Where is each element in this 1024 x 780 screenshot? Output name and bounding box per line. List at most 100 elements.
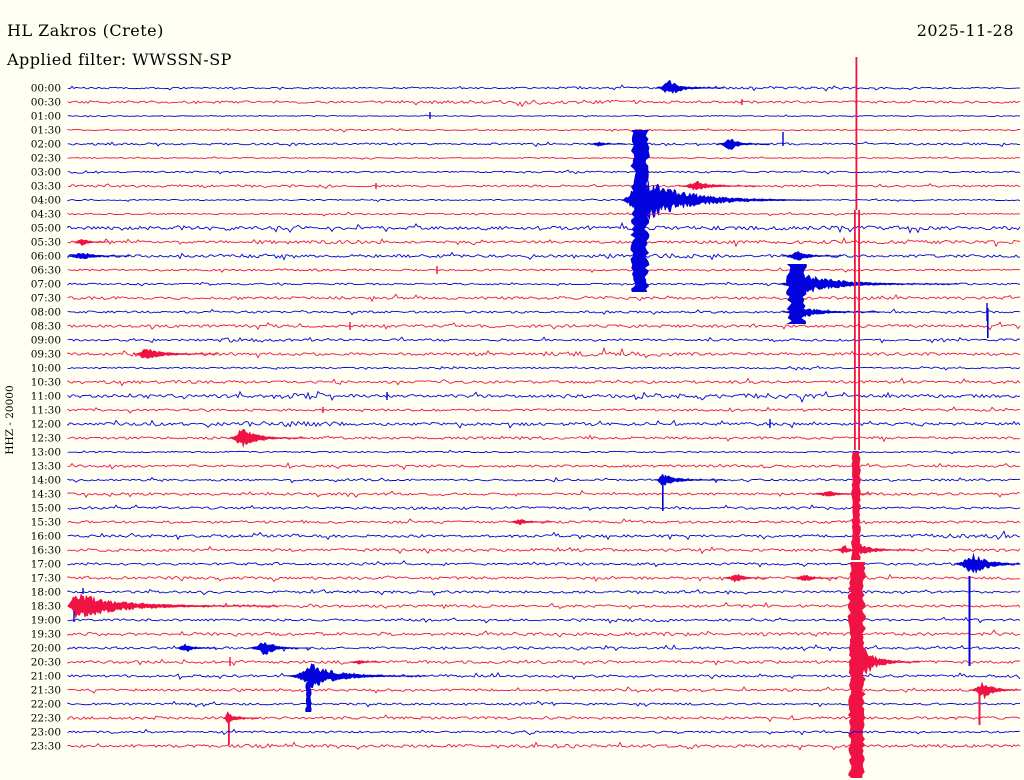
seismic-trace — [67, 84, 1021, 92]
seismic-trace — [67, 183, 1021, 190]
seismic-trace — [67, 267, 1021, 274]
trace-row-09:30: 09:30 — [31, 346, 1021, 361]
seismic-trace — [67, 530, 1021, 541]
time-label: 17:00 — [31, 559, 61, 571]
seismic-trace — [67, 141, 1021, 148]
event-burst — [620, 176, 821, 225]
trace-row-02:30: 02:30 — [31, 153, 1021, 165]
time-label: 02:00 — [31, 139, 61, 151]
trace-row-12:30: 12:30 — [31, 428, 1021, 448]
clipped-event-column — [630, 130, 650, 292]
trace-row-15:00: 15:00 — [31, 503, 1021, 515]
trace-row-13:00: 13:00 — [31, 447, 1020, 459]
clipped-event-column — [858, 210, 860, 450]
time-label: 19:30 — [31, 629, 61, 641]
seismic-trace — [67, 616, 1021, 624]
clipped-event-column — [786, 264, 807, 324]
seismic-trace — [67, 419, 1021, 429]
trace-row-05:30: 05:30 — [31, 236, 1021, 249]
seismic-trace — [67, 236, 1021, 248]
seismic-trace — [67, 251, 1021, 261]
event-burst — [228, 428, 306, 448]
time-label: 17:30 — [31, 573, 61, 585]
time-label: 11:00 — [31, 391, 61, 403]
y-axis-scale-label: HHZ - 20000 — [4, 385, 16, 454]
trace-row-03:30: 03:30 — [31, 181, 1021, 193]
event-burst — [654, 473, 726, 486]
station-title: HL Zakros (Crete) — [7, 21, 164, 40]
trace-row-16:00: 16:00 — [31, 530, 1021, 543]
clipped-event-column — [968, 576, 971, 666]
seismic-trace — [67, 434, 1021, 443]
time-label: 00:30 — [31, 97, 61, 109]
event-burst — [72, 239, 110, 247]
trace-row-01:00: 01:00 — [31, 111, 1020, 123]
seismic-trace — [67, 390, 1021, 403]
trace-row-14:30: 14:30 — [31, 489, 1021, 501]
time-label: 23:00 — [31, 727, 61, 739]
trace-row-19:00: 19:00 — [31, 611, 1021, 627]
clipped-event-column — [305, 682, 312, 712]
seismic-trace — [67, 406, 1020, 414]
event-burst — [67, 593, 278, 619]
event-burst — [349, 660, 382, 665]
event-burst — [588, 141, 626, 147]
time-label: 02:30 — [31, 153, 61, 165]
time-label: 18:30 — [31, 601, 61, 613]
trace-row-17:00: 17:00 — [31, 553, 1021, 575]
trace-row-20:30: 20:30 — [31, 647, 1021, 675]
seismic-trace — [67, 686, 1021, 694]
trace-row-18:00: 18:00 — [31, 587, 1021, 599]
event-burst — [133, 348, 218, 359]
event-burst — [247, 641, 311, 656]
event-burst — [287, 663, 429, 689]
event-burst — [223, 710, 260, 724]
seismic-trace — [67, 336, 1021, 344]
event-burst — [856, 543, 915, 555]
seismic-trace — [67, 504, 1021, 511]
time-label: 01:00 — [31, 111, 61, 123]
time-label: 04:00 — [31, 195, 61, 207]
time-label: 21:00 — [31, 671, 61, 683]
trace-row-09:00: 09:00 — [31, 335, 1021, 347]
event-burst — [655, 80, 724, 95]
trace-row-00:30: 00:30 — [31, 97, 1021, 109]
time-label: 16:00 — [31, 531, 61, 543]
seismic-trace — [67, 476, 1021, 484]
time-label: 13:30 — [31, 461, 61, 473]
seismic-trace — [67, 714, 1021, 723]
time-label: 04:30 — [31, 209, 61, 221]
time-label: 20:00 — [31, 643, 61, 655]
event-burst — [67, 252, 130, 260]
time-label: 07:00 — [31, 279, 61, 291]
seismic-trace — [67, 221, 1021, 234]
time-label: 18:00 — [31, 587, 61, 599]
clipped-event-column — [854, 210, 856, 450]
seismic-trace — [67, 560, 1021, 568]
trace-row-04:00: 04:00 — [31, 176, 1021, 225]
trace-row-17:30: 17:30 — [31, 573, 1020, 585]
seismic-trace — [67, 490, 1021, 498]
clipped-event-column — [662, 478, 664, 511]
trace-row-00:00: 00:00 — [31, 80, 1021, 95]
seismic-trace — [67, 377, 1021, 387]
seismic-trace — [67, 169, 1021, 175]
event-burst — [777, 272, 959, 297]
time-label: 08:30 — [31, 321, 61, 333]
clipped-event-column — [851, 452, 861, 560]
trace-row-10:30: 10:30 — [31, 377, 1021, 389]
event-burst — [781, 251, 841, 261]
clipped-event-column — [978, 692, 981, 725]
trace-row-03:00: 03:00 — [31, 167, 1021, 179]
time-label: 22:00 — [31, 699, 61, 711]
trace-row-10:00: 10:00 — [31, 363, 1021, 375]
time-label: 06:00 — [31, 251, 61, 263]
trace-row-18:30: 18:30 — [31, 593, 1021, 619]
trace-row-16:30: 16:30 — [31, 543, 1021, 557]
seismic-trace — [67, 127, 1020, 133]
trace-row-08:30: 08:30 — [31, 321, 1021, 333]
event-burst — [716, 138, 771, 151]
seismic-trace — [67, 573, 1020, 583]
